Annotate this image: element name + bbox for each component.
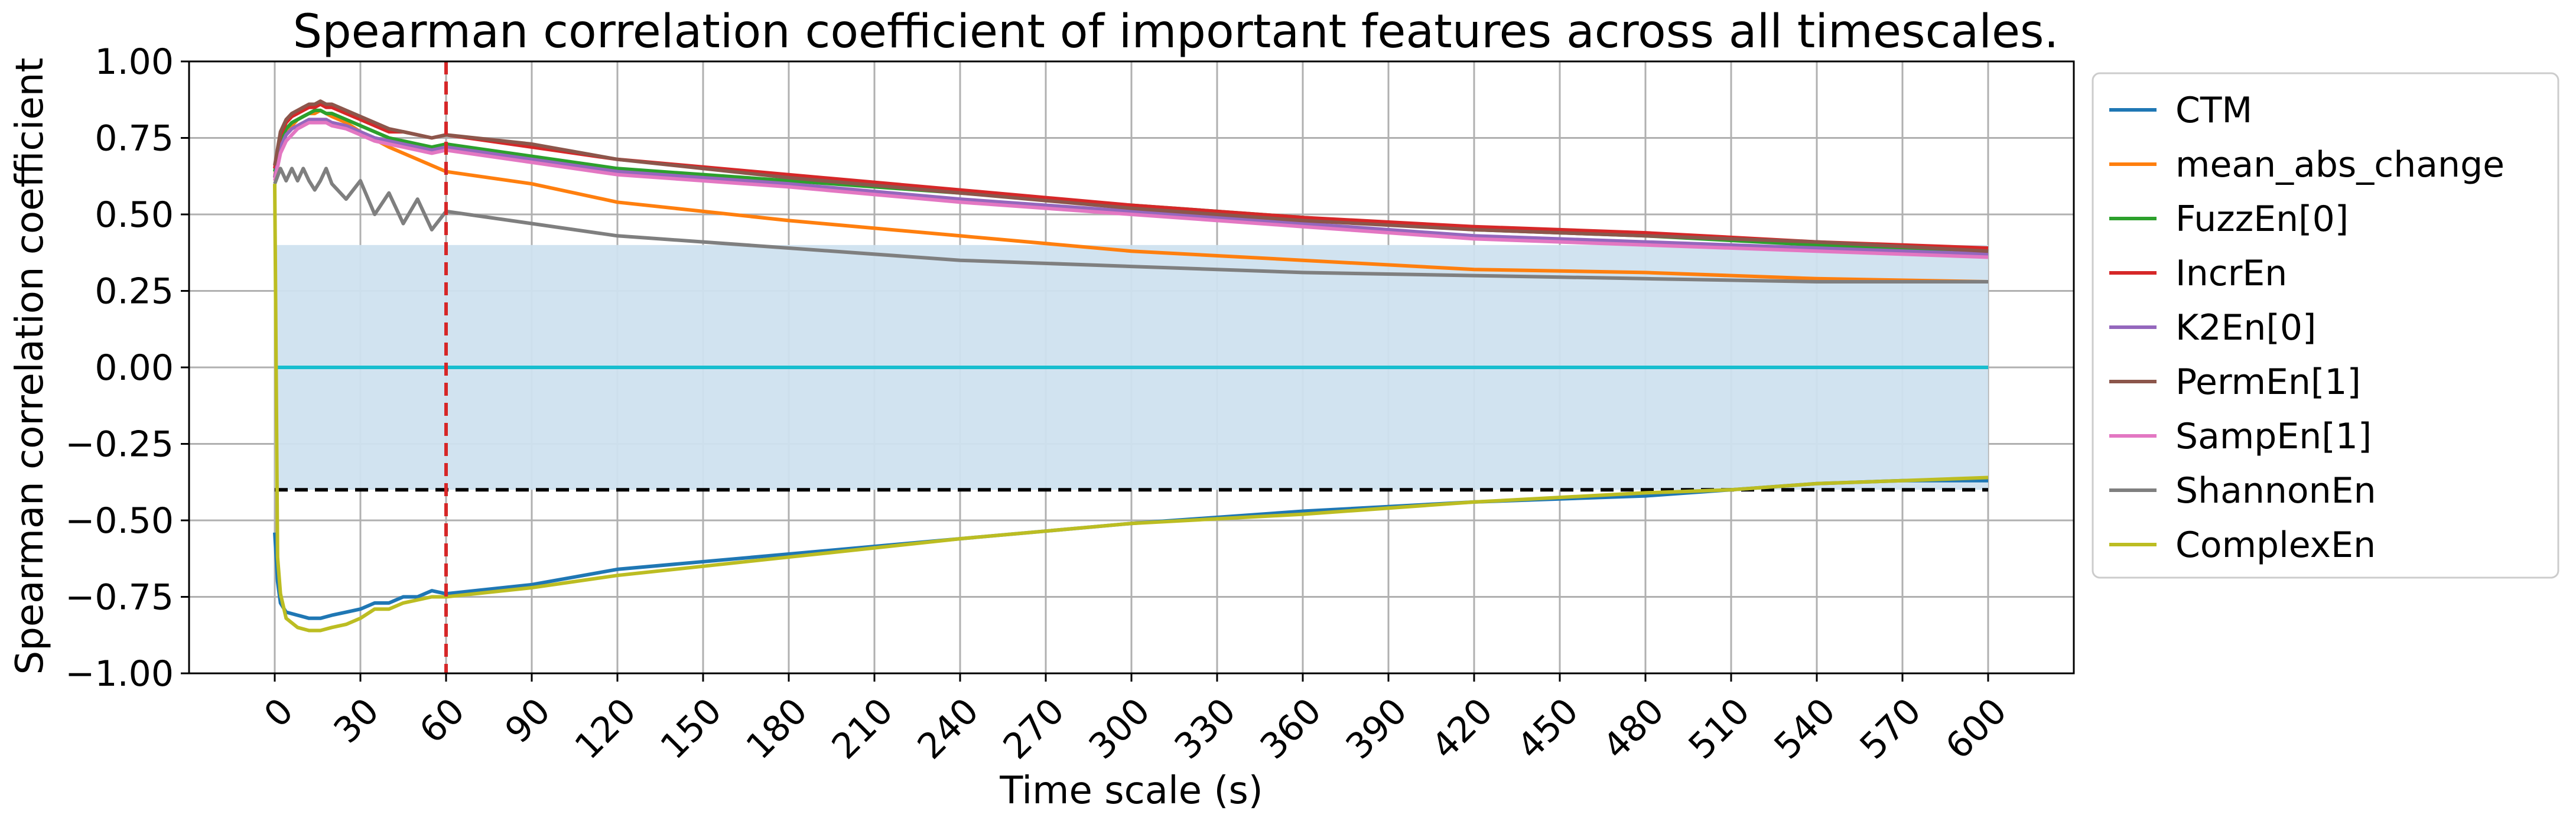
x-tick-label: 30: [326, 690, 387, 751]
x-tick-label: 300: [1081, 690, 1158, 767]
x-tick-label: 330: [1167, 690, 1244, 767]
y-tick-label: −0.25: [65, 424, 174, 465]
x-axis-label: Time scale (s): [999, 769, 1263, 813]
x-tick-label: 270: [996, 690, 1072, 767]
x-tick-label: 390: [1338, 690, 1415, 767]
legend-label: ComplexEn: [2175, 524, 2376, 566]
x-tick-label: 90: [497, 690, 558, 751]
x-tick-label: 540: [1767, 690, 1843, 767]
x-tick-label: 450: [1510, 690, 1586, 767]
legend-label: ShannonEn: [2175, 470, 2376, 512]
y-tick-label: 1.00: [95, 41, 174, 83]
y-tick-label: 0.25: [95, 271, 174, 312]
x-tick-label: 570: [1852, 690, 1929, 767]
x-tick-label: 240: [910, 690, 987, 767]
legend-label: IncrEn: [2175, 253, 2287, 294]
series-line-sampen-1: [273, 120, 1989, 259]
x-tick-label: 360: [1253, 690, 1329, 767]
series-line-permen-1: [273, 99, 1989, 253]
x-tick-label: 180: [739, 690, 815, 767]
legend-label: FuzzEn[0]: [2175, 198, 2349, 240]
x-tick-label: 510: [1681, 690, 1758, 767]
series-line-k2en-0: [273, 118, 1989, 256]
x-tick-label: 420: [1424, 690, 1501, 767]
legend-label: SampEn[1]: [2175, 416, 2372, 457]
series-line-complexen: [273, 184, 1989, 633]
x-tick-label: 120: [567, 690, 644, 767]
y-tick-label: −1.00: [65, 653, 174, 695]
legend-label: PermEn[1]: [2175, 361, 2361, 403]
x-tick-label: 600: [1938, 690, 2015, 767]
y-tick-label: −0.75: [65, 577, 174, 618]
legend-label: K2En[0]: [2175, 307, 2316, 348]
x-tick-label: 0: [256, 690, 302, 736]
y-axis-label: Spearman correlation coefficient: [8, 58, 52, 675]
y-tick-label: 0.00: [95, 347, 174, 389]
series-line-shannonen: [273, 167, 1988, 284]
series-line-incren: [273, 102, 1989, 250]
x-tick-label: 210: [824, 690, 901, 767]
y-tick-label: −0.50: [65, 500, 174, 542]
x-tick-label: 150: [653, 690, 730, 767]
legend-label: mean_abs_change: [2175, 144, 2505, 185]
chart-title: Spearman correlation coefficient of impo…: [293, 5, 2059, 58]
x-tick-label: 60: [412, 690, 473, 751]
x-tick-label: 480: [1595, 690, 1672, 767]
y-tick-label: 0.50: [95, 194, 174, 236]
legend-box: [2092, 72, 2559, 579]
y-tick-label: 0.75: [95, 118, 174, 159]
legend-label: CTM: [2175, 90, 2252, 131]
